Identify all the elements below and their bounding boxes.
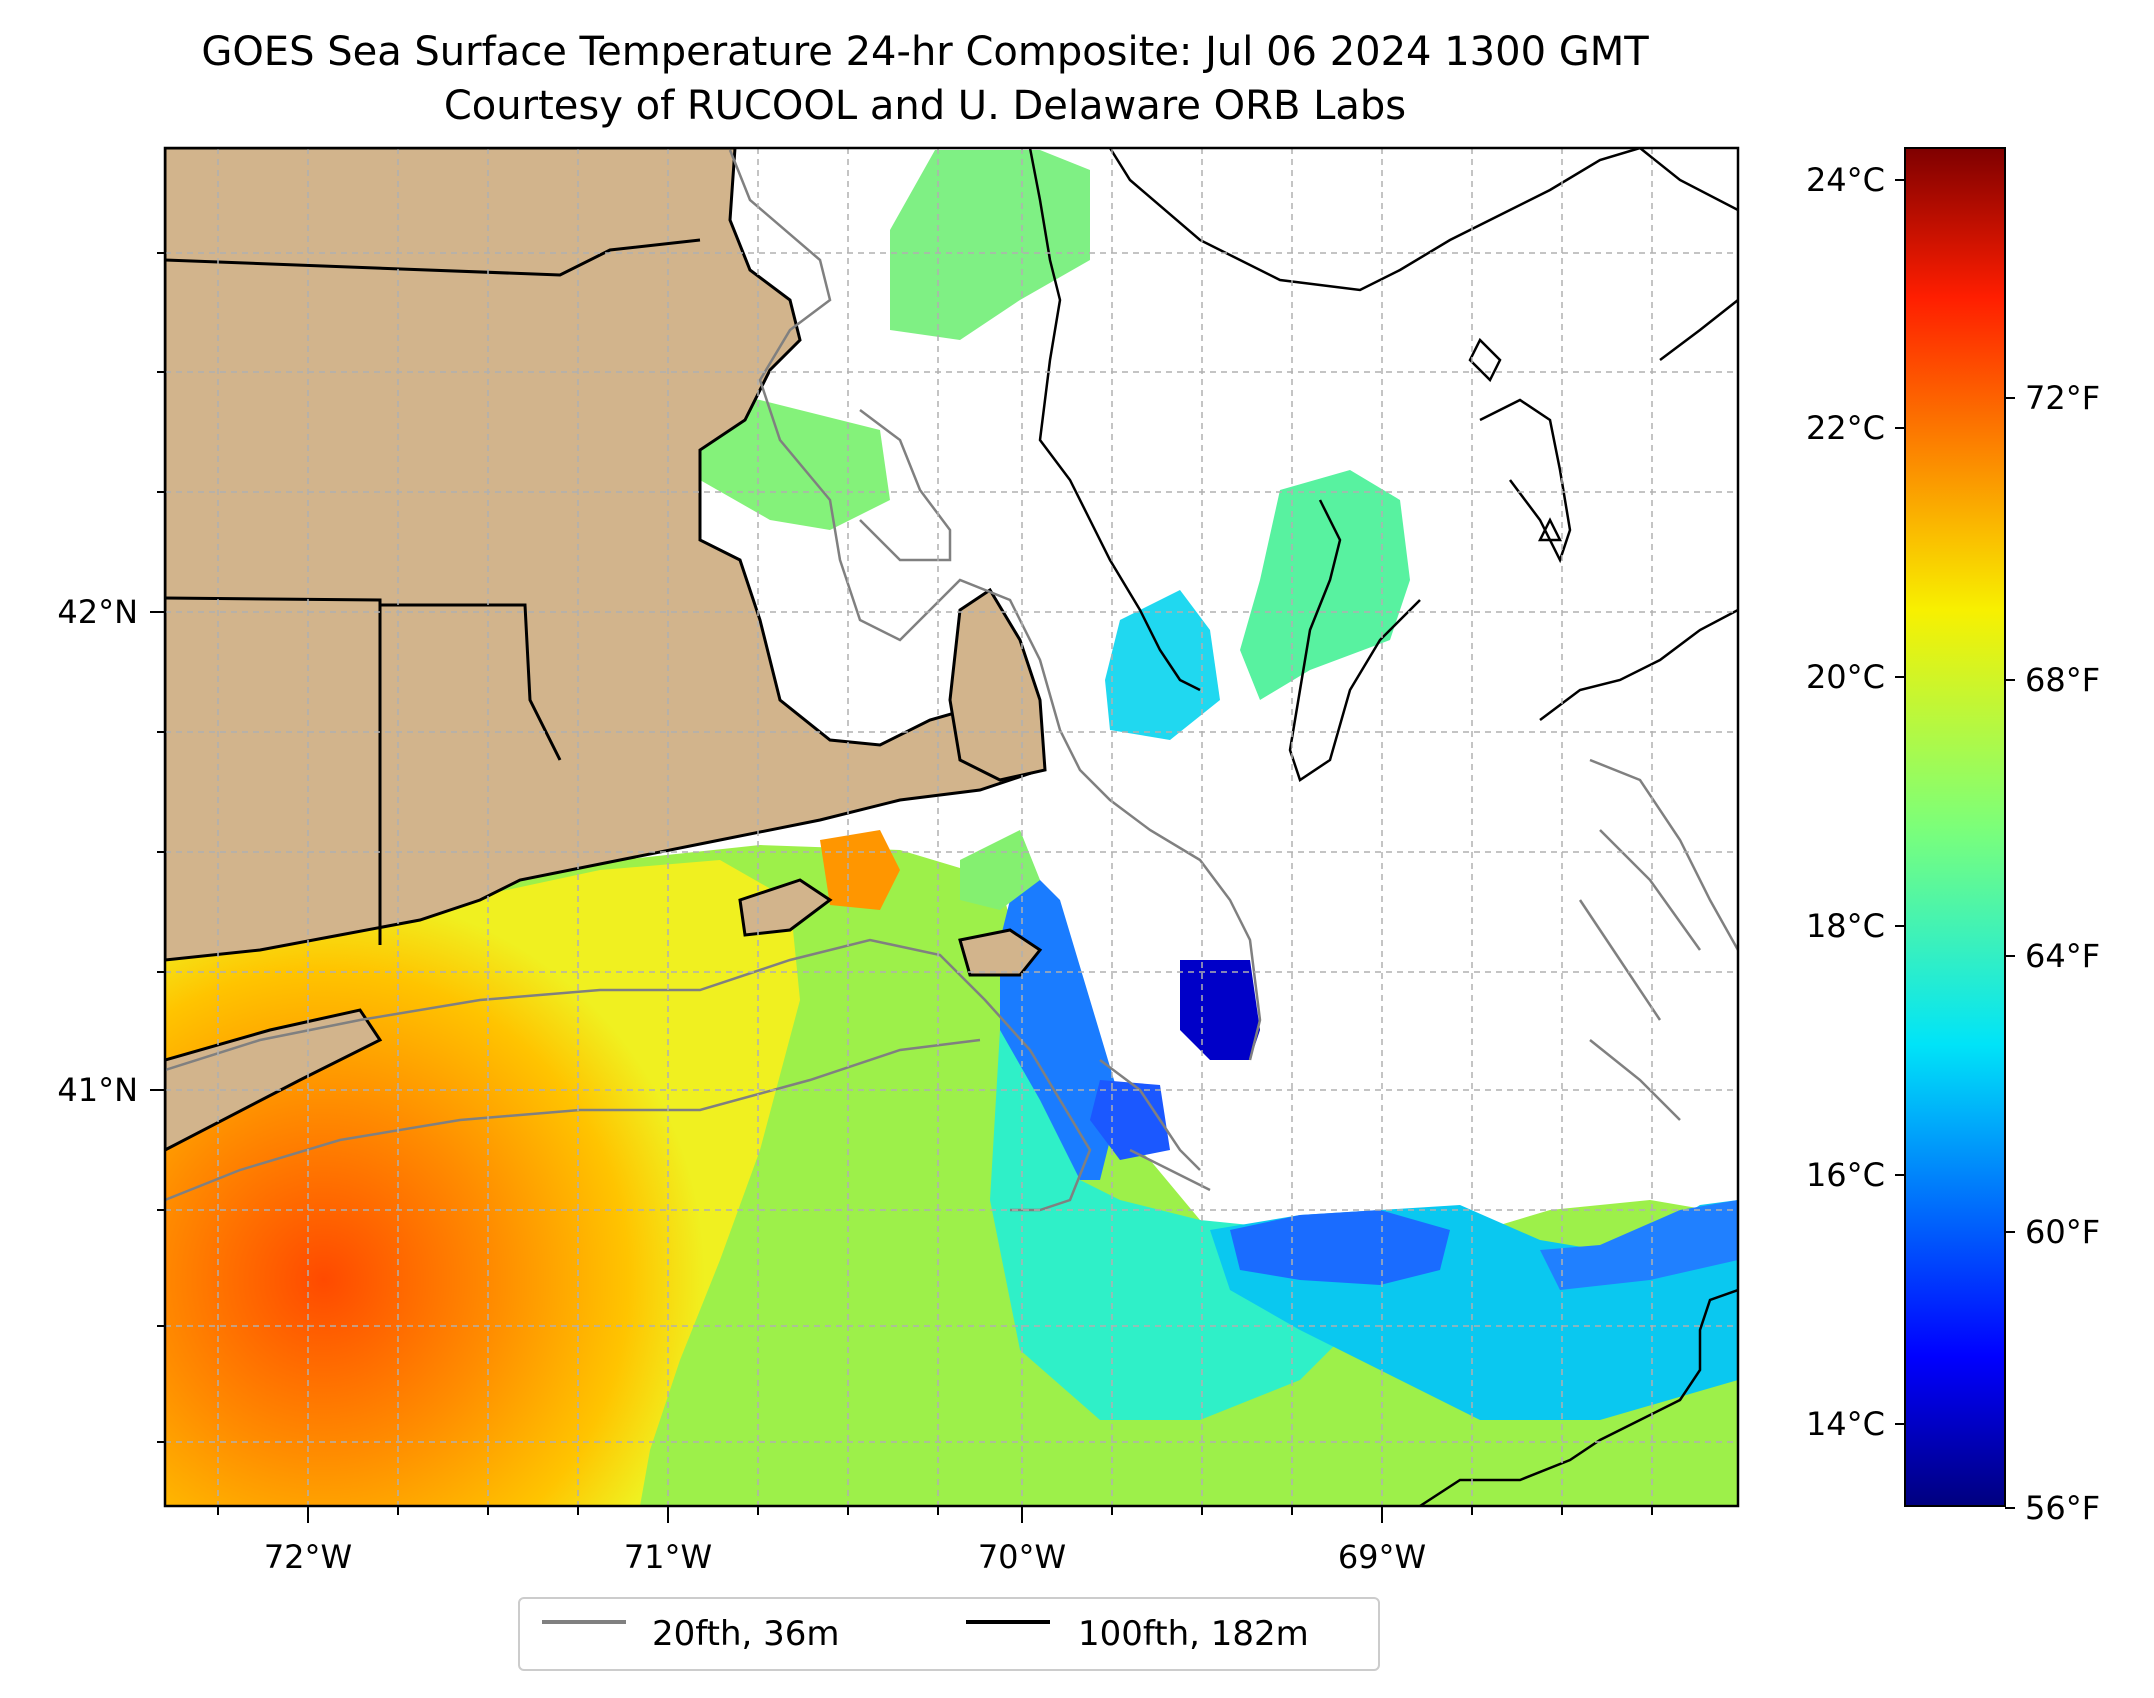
lon-tick-label: 72°W (264, 1538, 352, 1576)
legend-swatch-100fth (966, 1620, 1050, 1624)
colorbar-c-tick-label: 14°C (1806, 1405, 1885, 1443)
colorbar-f-tick-label: 72°F (2025, 379, 2100, 417)
lat-axis (150, 252, 165, 1443)
contour-20fth (165, 149, 1738, 1212)
chart-subtitle: Courtesy of RUCOOL and U. Delaware ORB L… (443, 83, 1407, 129)
map-panel (165, 148, 1738, 1506)
colorbar-c-tick-label: 18°C (1806, 907, 1885, 945)
colorbar-f-tick-label: 64°F (2025, 937, 2100, 975)
colorbar-c-tick-label: 16°C (1806, 1156, 1885, 1194)
legend-label-20fth: 20fth, 36m (652, 1614, 840, 1654)
legend-label-100fth: 100fth, 182m (1078, 1614, 1309, 1654)
graticule (165, 148, 1738, 1506)
colorbar-c-ticks (1895, 179, 1905, 1425)
lat-tick-label: 41°N (57, 1071, 138, 1109)
lon-tick-label: 69°W (1338, 1538, 1426, 1576)
colorbar-f-tick-label: 56°F (2025, 1489, 2100, 1527)
legend-swatch-20fth (542, 1620, 626, 1624)
colorbar (1904, 147, 2006, 1507)
colorbar-c-tick-label: 20°C (1806, 658, 1885, 696)
lon-tick-label: 71°W (624, 1538, 712, 1576)
state-borders (165, 238, 701, 945)
lat-tick-label: 42°N (57, 593, 138, 631)
colorbar-f-tick-label: 60°F (2025, 1213, 2100, 1251)
map-frame (163, 146, 1740, 1508)
colorbar-f-tick-label: 68°F (2025, 661, 2100, 699)
lon-axis (217, 1506, 1653, 1523)
contour-100fth (1028, 148, 1738, 1506)
colorbar-c-tick-label: 22°C (1806, 409, 1885, 447)
lon-tick-label: 70°W (978, 1538, 1066, 1576)
colorbar-c-tick-label: 24°C (1806, 161, 1885, 199)
chart-title: GOES Sea Surface Temperature 24-hr Compo… (201, 29, 1649, 75)
colorbar-f-ticks (2005, 397, 2015, 1509)
legend: 20fth, 36m 100fth, 182m (518, 1597, 1380, 1671)
